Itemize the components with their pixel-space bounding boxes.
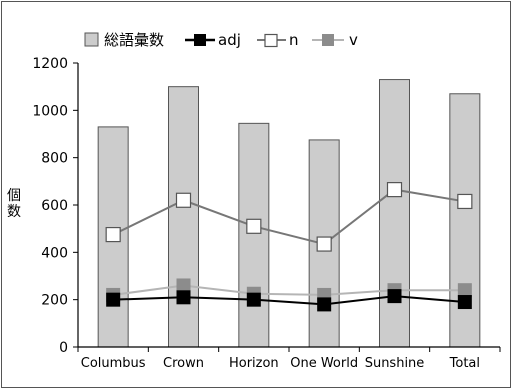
y-tick-label: 1200	[32, 56, 68, 72]
point-adj-horizon	[246, 292, 261, 307]
bar-columbus	[97, 126, 129, 348]
point-v-total	[457, 283, 472, 298]
point-adj-crown	[176, 290, 191, 305]
legend-label-adj: adj	[218, 31, 241, 49]
x-tick-label: Horizon	[229, 356, 279, 371]
point-n-total	[457, 193, 473, 210]
point-n-sunshine	[386, 182, 403, 198]
point-n-horizon	[246, 218, 262, 234]
series-line-n	[112, 188, 465, 246]
legend-item-total-vocab: 総語彙数	[84, 31, 164, 49]
point-n-one-world	[316, 236, 332, 252]
x-tick-label: One World	[290, 356, 358, 371]
bar-crown	[168, 86, 199, 348]
legend-item-v: v	[312, 31, 358, 49]
legend-label-n: n	[289, 31, 299, 49]
y-tick-label: 800	[41, 151, 68, 167]
y-tick-label: 400	[41, 245, 68, 261]
legend-marker-adj	[194, 34, 206, 46]
bar-sunshine	[379, 79, 410, 348]
point-adj-columbus	[106, 292, 121, 307]
point-n-columbus	[105, 226, 121, 243]
legend-label-v: v	[349, 31, 358, 49]
legend-swatch-total-vocab	[84, 32, 99, 47]
y-tick-label: 0	[59, 340, 68, 356]
legend-marker-n	[264, 33, 278, 48]
point-adj-one-world	[317, 297, 332, 312]
x-tick-label: Total	[449, 356, 480, 371]
y-tick-label: 600	[41, 198, 68, 214]
point-v-crown	[176, 278, 191, 293]
bar-horizon	[238, 122, 270, 348]
legend-marker-v	[322, 34, 334, 46]
series-line-adj	[113, 295, 465, 306]
plot-area: 0 200 400 600 800 1000 1200 Columbus Crown Horizo…	[32, 56, 501, 371]
y-axis-label: 個数	[7, 188, 21, 220]
legend-label-total-vocab: 総語彙数	[104, 31, 164, 49]
series-line-v	[113, 284, 465, 296]
point-adj-sunshine	[387, 289, 402, 304]
legend: 総語彙数 adj n v	[84, 31, 358, 49]
y-tick-label: 1000	[32, 103, 68, 119]
y-tick-label: 200	[41, 293, 68, 309]
x-tick-label: Columbus	[81, 356, 146, 371]
legend-item-adj: adj	[185, 31, 241, 49]
x-tick-label: Sunshine	[365, 356, 425, 371]
x-tick-label: Crown	[163, 356, 204, 371]
legend-item-n: n	[257, 31, 299, 49]
point-n-crown	[175, 192, 192, 208]
point-adj-total	[457, 295, 472, 310]
